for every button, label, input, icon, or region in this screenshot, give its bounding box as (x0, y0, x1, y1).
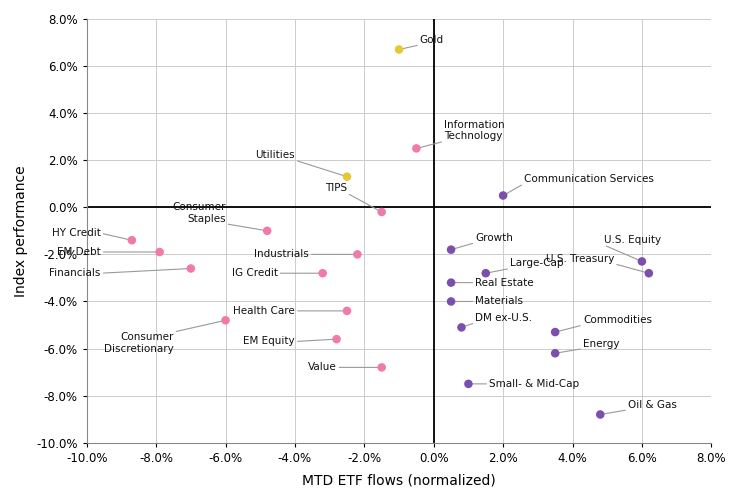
Point (393, 46, 405, 54)
Point (549, 328, 561, 336)
Text: Large-Cap: Large-Cap (510, 259, 564, 269)
Point (341, 307, 353, 315)
Point (411, 144, 423, 152)
Text: Health Care: Health Care (233, 306, 295, 316)
Point (636, 258, 648, 266)
Text: U.S. Equity: U.S. Equity (604, 235, 661, 245)
Text: Utilities: Utilities (255, 150, 295, 160)
Point (594, 410, 606, 418)
Point (185, 265, 197, 273)
Text: Financials: Financials (50, 268, 101, 278)
Text: Information
Technology: Information Technology (444, 120, 505, 141)
Text: Consumer
Discretionary: Consumer Discretionary (104, 332, 173, 354)
Point (261, 227, 273, 235)
Point (154, 248, 166, 256)
Text: DM ex-U.S.: DM ex-U.S. (475, 313, 533, 323)
Point (341, 173, 353, 181)
Point (352, 250, 363, 259)
Point (126, 236, 138, 244)
Text: EM Debt: EM Debt (57, 247, 101, 257)
Text: Real Estate: Real Estate (475, 278, 534, 288)
Point (376, 363, 388, 371)
Point (549, 349, 561, 357)
Text: Materials: Materials (475, 297, 523, 307)
Text: Oil & Gas: Oil & Gas (628, 400, 677, 410)
Text: EM Equity: EM Equity (243, 337, 295, 347)
Text: HY Credit: HY Credit (52, 228, 101, 238)
Point (462, 380, 474, 388)
Point (445, 298, 457, 306)
Y-axis label: Index performance: Index performance (14, 165, 28, 297)
Text: Energy: Energy (583, 339, 619, 349)
Text: Industrials: Industrials (254, 249, 309, 260)
Text: Consumer
Staples: Consumer Staples (172, 202, 226, 224)
Point (456, 323, 468, 331)
Point (480, 269, 491, 277)
Text: Value: Value (308, 362, 337, 372)
Text: Commodities: Commodities (583, 315, 652, 325)
Point (220, 316, 232, 324)
Text: U.S. Treasury: U.S. Treasury (546, 254, 614, 264)
Point (331, 335, 343, 343)
Point (445, 279, 457, 287)
Text: Gold: Gold (420, 35, 444, 45)
Text: Communication Services: Communication Services (524, 174, 654, 184)
Text: IG Credit: IG Credit (232, 268, 278, 278)
Point (497, 191, 509, 199)
Point (317, 269, 329, 277)
Text: TIPS: TIPS (325, 183, 347, 193)
Point (445, 245, 457, 254)
Text: Growth: Growth (475, 232, 514, 242)
Text: Small- & Mid-Cap: Small- & Mid-Cap (489, 379, 579, 389)
X-axis label: MTD ETF flows (normalized): MTD ETF flows (normalized) (302, 473, 496, 487)
Point (376, 208, 388, 216)
Point (643, 269, 655, 277)
